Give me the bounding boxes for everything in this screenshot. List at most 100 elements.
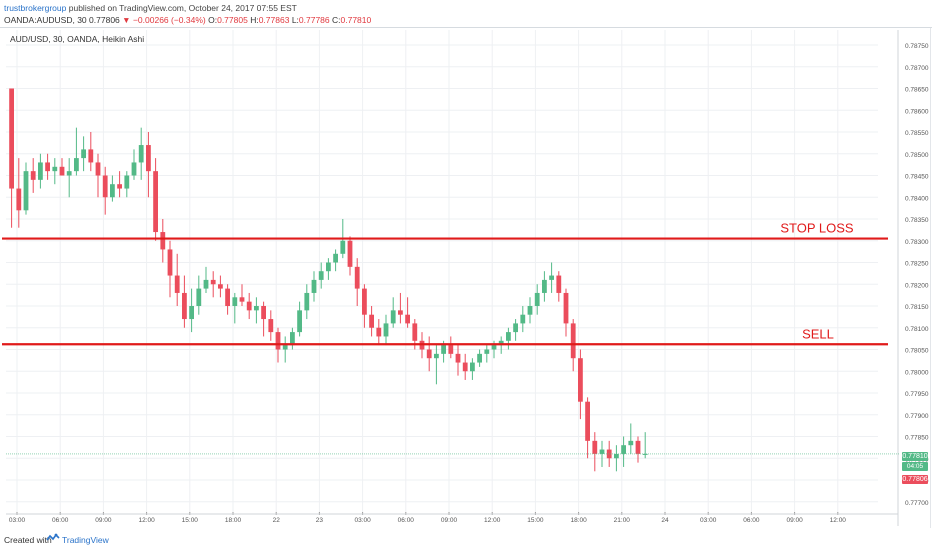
price-tag-countdown: 04:05 [902,462,928,471]
high-value: 0.77863 [258,15,290,25]
close-label: C: [332,15,341,25]
candle-body [570,323,576,359]
open-label: O: [208,15,218,25]
candle-body [556,275,562,293]
candle-body [268,319,274,333]
close-value: 0.77810 [340,15,372,25]
candle-body [549,275,554,280]
candle-body [412,323,418,341]
candle-body [383,323,389,337]
candle-body [491,345,497,350]
candle-body [131,162,137,176]
created-with-text: Created with [4,535,52,545]
y-tick-label: 0.78750 [905,43,929,50]
candle-body [23,171,29,211]
y-tick-label: 0.77950 [905,391,929,398]
x-tick-label: 03:00 [354,517,371,524]
candle-body [434,353,439,359]
candle-body [124,175,130,189]
x-tick-label: 12:00 [830,517,847,524]
author-link[interactable]: trustbrokergroup [4,3,67,13]
change-value: −0.00266 (−0.34%) [132,15,206,25]
candle-body [527,306,533,315]
candle-body [239,297,245,302]
candle-body [196,288,202,306]
candle-body [347,240,353,267]
candle-body [506,332,511,341]
tradingview-logo-icon [46,533,60,541]
candle-body [174,275,180,293]
candle-body [398,310,403,315]
candle-body [275,332,281,350]
candle-body [74,158,79,172]
candle-body [9,88,14,189]
candle-body [88,149,94,163]
candle-body [470,362,475,372]
y-tick-label: 0.78500 [905,152,929,159]
y-tick-label: 0.78200 [905,282,929,289]
x-tick-label: 22 [273,517,281,524]
candle-body [297,310,302,333]
candle-body [578,358,583,402]
chart-title: AUD/USD, 30, OANDA, Heikin Ashi [10,34,145,44]
candle-body [146,145,151,172]
candle-body [203,279,209,289]
x-tick-label: 18:00 [570,517,587,524]
open-value: 0.77805 [217,15,248,25]
footer: Created with TradingView [0,530,932,550]
candle-body [542,279,547,293]
candle-body [138,145,144,163]
publisher-line: trustbrokergroup published on TradingVie… [4,3,924,13]
y-tick-label: 0.78050 [905,348,929,355]
candle-body [369,314,374,328]
low-label: L: [291,15,299,25]
chart-frame [2,28,931,528]
candle-body [282,345,288,350]
candle-body [110,184,115,198]
candle-body [614,453,619,459]
y-tick-label: 0.78000 [905,369,929,376]
candle-body [52,166,58,172]
candle-body [66,171,72,176]
candle-body [81,149,86,159]
candle-body [628,440,634,446]
candle-body [426,349,432,359]
x-tick-label: 21:00 [614,517,631,524]
x-tick-label: 12:00 [138,517,155,524]
y-tick-label: 0.78700 [905,65,929,72]
candle-body [441,345,446,354]
candle-body [520,314,526,324]
x-tick-label: 18:00 [225,517,242,524]
candle-body [290,332,295,346]
last-price: 0.77806 [89,15,120,25]
candle-body [225,288,230,306]
y-tick-label: 0.78650 [905,87,929,94]
symbol-label: OANDA:AUDUSD, 30 [4,15,87,25]
candle-body [642,453,648,455]
tradingview-link[interactable]: TradingView [62,535,109,545]
header-divider [0,27,932,28]
level-label: SELL [802,326,834,341]
high-label: H: [250,15,259,25]
candle-body [462,362,468,372]
candle-body [592,440,598,454]
candle-body [621,445,626,454]
quote-line: OANDA:AUDUSD, 30 0.77806 ▼ −0.00266 (−0.… [4,15,924,25]
candle-body [484,349,490,354]
low-value: 0.77786 [298,15,330,25]
candle-body [261,306,266,320]
candle-body [16,188,22,211]
candle-body [210,279,216,285]
candle-body [585,401,590,441]
candle-body [534,292,540,306]
x-tick-label: 23 [316,517,324,524]
y-tick-label: 0.77850 [905,435,929,442]
x-tick-label: 15:00 [182,517,199,524]
candle-body [167,249,173,276]
candle-body [59,166,65,176]
y-tick-label: 0.78300 [905,239,929,246]
x-tick-label: 06:00 [52,517,69,524]
chart-plot[interactable]: 0.78750 0.78700 0.78650 0.78600 0.78550 0.785… [0,0,932,530]
candle-body [246,301,252,311]
x-tick-label: 09:00 [786,517,803,524]
